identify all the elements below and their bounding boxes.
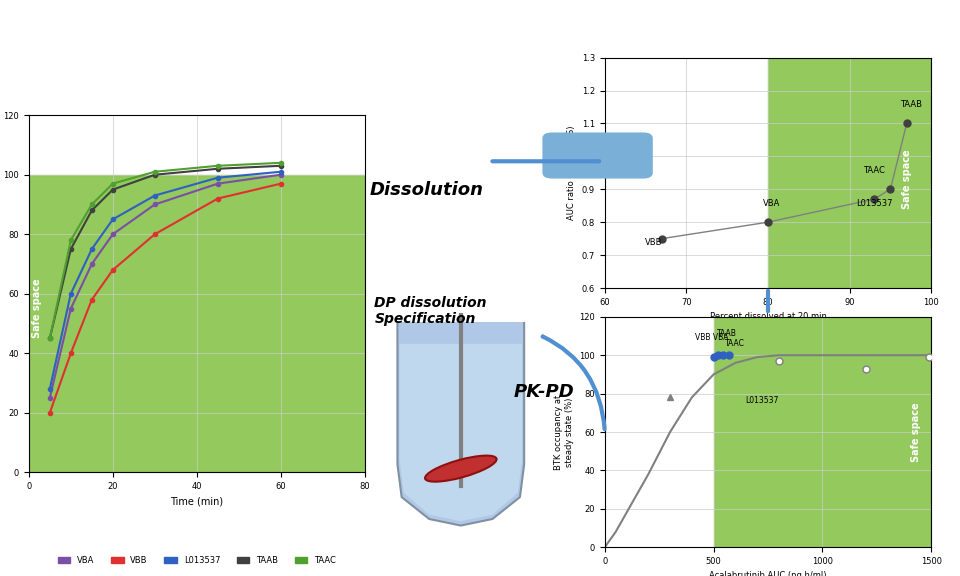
Text: TAAB: TAAB	[717, 329, 736, 338]
X-axis label: Acalabrutinib AUC (ng.h/ml): Acalabrutinib AUC (ng.h/ml)	[709, 571, 827, 576]
Bar	[713, 317, 931, 547]
Text: PK-PD: PK-PD	[514, 382, 574, 401]
Text: VBB VBA: VBB VBA	[695, 333, 729, 342]
Text: VBA: VBA	[763, 199, 780, 208]
Text: Safe space: Safe space	[901, 150, 912, 209]
Y-axis label: AUC ratio (test / TAAS): AUC ratio (test / TAAS)	[567, 126, 576, 220]
Y-axis label: BTK occupancy at
steady state (%): BTK occupancy at steady state (%)	[554, 395, 574, 469]
X-axis label: Time (min): Time (min)	[170, 497, 224, 507]
PathPatch shape	[399, 344, 522, 521]
Text: DP dissolution
Specification: DP dissolution Specification	[374, 296, 487, 326]
Text: TAAC: TAAC	[726, 339, 745, 347]
X-axis label: Percent dissolved at 20 min: Percent dissolved at 20 min	[709, 312, 827, 321]
Text: PBBM: PBBM	[562, 141, 620, 159]
Legend: VBA, VBB, L013537, TAAB, TAAC: VBA, VBB, L013537, TAAB, TAAC	[55, 552, 339, 568]
Text: Safe space: Safe space	[33, 279, 42, 339]
Text: Dissolution: Dissolution	[370, 181, 484, 199]
PathPatch shape	[397, 322, 524, 525]
Text: VBB: VBB	[645, 238, 662, 247]
Bar	[768, 58, 931, 288]
Text: TAAB: TAAB	[900, 100, 922, 109]
Text: TAAC: TAAC	[863, 166, 885, 175]
Text: L013537: L013537	[745, 396, 779, 405]
Text: Safe space: Safe space	[911, 402, 921, 462]
Ellipse shape	[425, 456, 496, 482]
Text: L013537: L013537	[855, 199, 893, 208]
